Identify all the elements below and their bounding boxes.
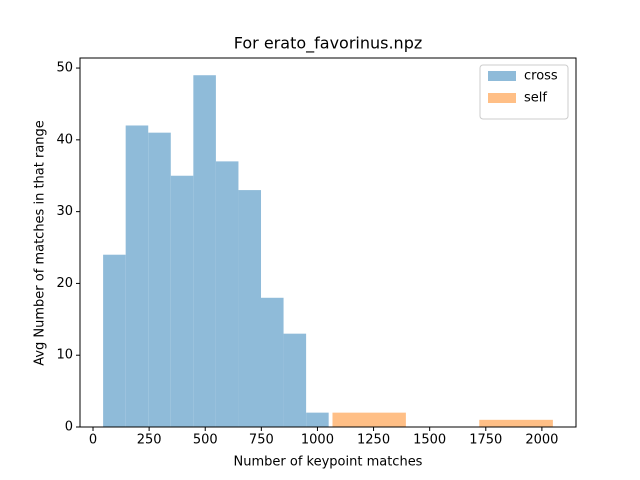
x-tick-label: 0 <box>89 433 97 448</box>
y-tick-label: 20 <box>56 276 73 291</box>
x-tick-label: 1750 <box>469 433 502 448</box>
legend-label: self <box>524 91 547 106</box>
x-tick-label: 2000 <box>525 433 558 448</box>
y-axis-label: Avg Number of matches in that range <box>33 120 48 366</box>
bar <box>215 161 239 427</box>
x-tick-label: 750 <box>249 433 274 448</box>
chart-title: For erato_favorinus.npz <box>234 34 423 54</box>
y-tick-label: 50 <box>56 61 73 76</box>
y-tick-label: 40 <box>56 132 73 147</box>
bar <box>306 412 329 427</box>
legend-label: cross <box>524 69 558 84</box>
bar <box>261 297 284 427</box>
bar <box>332 412 406 427</box>
bar <box>125 125 149 428</box>
bar <box>148 132 171 427</box>
x-tick-label: 500 <box>193 433 218 448</box>
legend-swatch <box>488 71 516 81</box>
bar <box>170 175 194 427</box>
x-tick-label: 1250 <box>357 433 390 448</box>
x-tick-label: 1500 <box>413 433 446 448</box>
y-tick-label: 30 <box>56 204 73 219</box>
bar <box>193 75 216 428</box>
x-tick-label: 250 <box>137 433 162 448</box>
bar <box>103 254 126 427</box>
x-tick-label: 1000 <box>301 433 334 448</box>
x-axis-label: Number of keypoint matches <box>234 455 423 470</box>
bar <box>283 333 307 427</box>
y-tick-label: 0 <box>65 420 73 435</box>
legend-swatch <box>488 93 516 103</box>
plot-frame <box>79 57 577 428</box>
y-tick-label: 10 <box>56 348 73 363</box>
bar <box>479 419 553 427</box>
bar <box>238 190 262 427</box>
